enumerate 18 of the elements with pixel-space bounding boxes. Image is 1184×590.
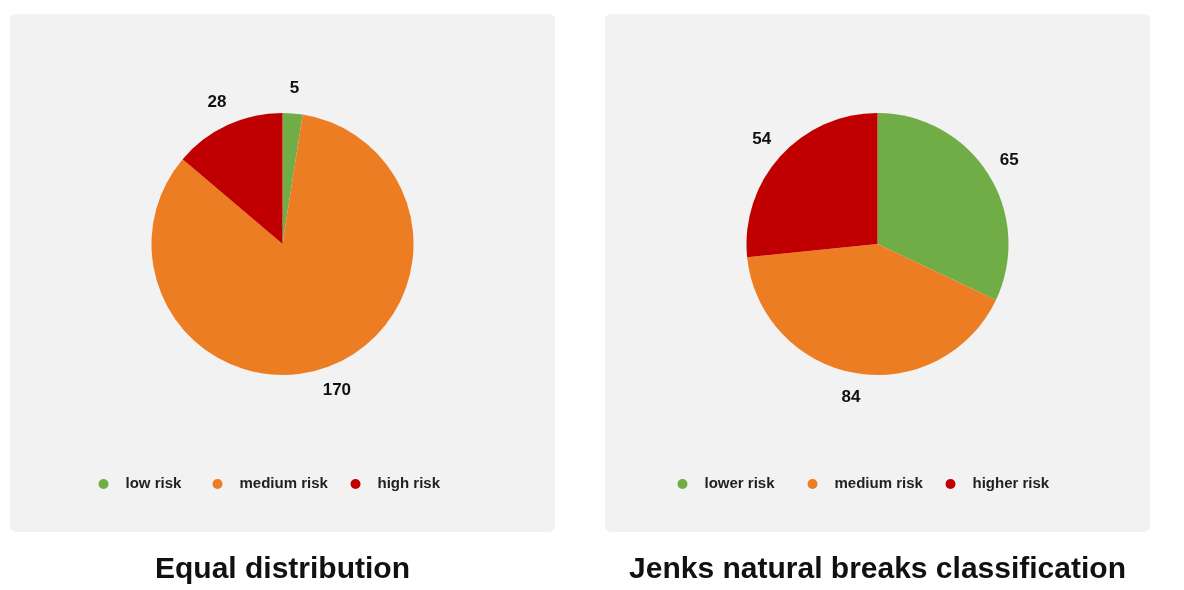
- legend-label: higher risk: [972, 473, 1050, 491]
- text: Equal distribution: [155, 551, 410, 584]
- data-label: 170: [322, 379, 352, 399]
- legend-label: medium risk: [239, 473, 329, 491]
- legend-label: lower risk: [704, 473, 776, 491]
- data-label: 65: [999, 149, 1019, 169]
- legend-label: high risk: [377, 473, 441, 491]
- pie-slice: [151, 114, 414, 375]
- data-label: 28: [207, 91, 227, 111]
- legend-label: medium risk: [834, 473, 924, 491]
- text: Jenks natural breaks classification: [629, 551, 1126, 584]
- legend-label: low risk: [125, 473, 183, 491]
- pie-slice: [746, 113, 878, 258]
- data-label: 54: [752, 128, 772, 148]
- data-label: 5: [289, 77, 300, 97]
- data-label: 84: [841, 387, 862, 407]
- pie-slice: [182, 113, 283, 244]
- pie-slice: [747, 244, 996, 375]
